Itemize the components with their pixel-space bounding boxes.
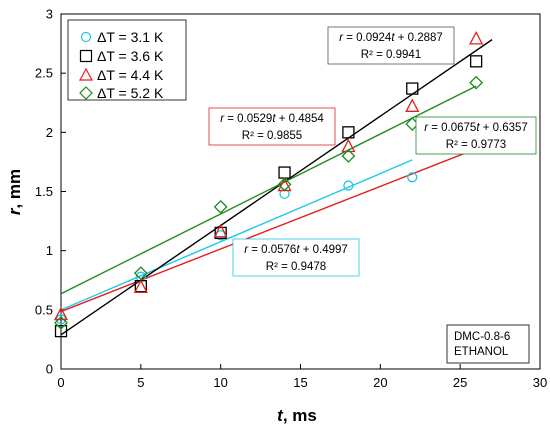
sample-annotation: DMC-0.8-6 ETHANOL	[446, 324, 530, 364]
fit-r2-text: R² = 0.9855	[242, 130, 302, 142]
data-point-circle	[343, 180, 354, 191]
equation-box	[208, 107, 336, 146]
data-point-circle	[279, 188, 290, 200]
x-axis-var: t	[277, 406, 284, 425]
legend-item-4-4k: ΔT = 4.4 K	[78, 67, 164, 83]
data-point-diamond	[54, 315, 68, 330]
data-point-triangle	[469, 30, 484, 45]
data-point-diamond	[277, 177, 292, 192]
fit-equation-text: r = 0.0576t + 0.4997	[244, 244, 348, 256]
y-tick-label: 1.5	[35, 184, 53, 199]
data-point-triangle	[405, 98, 420, 112]
data-point-triangle	[213, 223, 228, 238]
data-point-square	[278, 166, 291, 179]
data-point-diamond	[133, 266, 148, 281]
legend-item-5-2k: ΔT = 5.2 K	[79, 85, 164, 101]
y-tick-label: 0.5	[35, 302, 53, 317]
legend-item-3-1k: ΔT = 3.1 K	[80, 29, 164, 45]
fit-line-circle	[60, 159, 413, 311]
equation-box	[232, 238, 360, 277]
legend-marker-triangle	[78, 67, 94, 81]
sample-line-2: ETHANOL	[454, 346, 509, 358]
fit-equation-4-4k: r = 0.0529t + 0.4854 R² = 0.9855	[208, 107, 336, 146]
y-tick-label: 1	[46, 243, 53, 258]
legend-label: ΔT = 5.2 K	[97, 85, 164, 101]
data-point-square	[214, 226, 227, 240]
y-axis-unit: , mm	[5, 169, 24, 209]
y-tick-label: 2.5	[35, 66, 53, 81]
data-point-square	[469, 55, 483, 68]
x-tick-label: 10	[213, 375, 227, 390]
axis-ticks: 0 5 10 15 20 25 30 0 0.5 1 1.5 2 2.5 3	[35, 7, 547, 391]
data-point-triangle	[133, 279, 148, 294]
legend-label: ΔT = 3.6 K	[97, 48, 164, 64]
fit-equation-text: r = 0.0924t + 0.2887	[339, 32, 443, 44]
legend-box	[67, 19, 187, 101]
x-tick-label: 25	[453, 375, 467, 390]
sample-line-1: DMC-0.8-6	[454, 331, 510, 343]
y-tick-label: 3	[46, 7, 53, 22]
x-axis-unit: , ms	[283, 406, 317, 425]
legend-item-3-6k: ΔT = 3.6 K	[79, 48, 164, 64]
fit-lines	[60, 39, 493, 336]
legend-label: ΔT = 4.4 K	[97, 67, 164, 83]
fit-equation-5-2k: r = 0.0675t + 0.6357 R² = 0.9773	[415, 116, 537, 155]
fit-line-diamond	[60, 85, 477, 295]
x-axis-title: t, ms	[277, 406, 317, 425]
x-tick-label: 0	[57, 375, 64, 390]
data-point-square	[54, 324, 68, 338]
equation-box	[415, 116, 537, 155]
fit-equation-text: r = 0.0529t + 0.4854	[220, 113, 324, 125]
y-tick-label: 2	[46, 125, 53, 140]
y-axis-var: r	[5, 207, 24, 215]
fit-line-square	[60, 39, 493, 336]
fit-equation-3-1k: r = 0.0576t + 0.4997 R² = 0.9478	[232, 238, 360, 277]
data-point-circle	[215, 230, 226, 241]
sample-box	[446, 324, 530, 364]
fit-equation-text: r = 0.0675t + 0.6357	[424, 122, 528, 134]
fit-line-triangle	[60, 141, 493, 313]
data-point-triangle	[53, 306, 69, 321]
y-axis-title: r, mm	[5, 169, 24, 215]
data-markers	[53, 30, 484, 338]
equation-box	[327, 26, 455, 65]
fit-equation-3-6k: r = 0.0924t + 0.2887 R² = 0.9941	[327, 26, 455, 65]
data-point-square	[406, 82, 419, 95]
data-point-diamond	[341, 149, 356, 163]
x-tick-label: 30	[533, 375, 547, 390]
y-tick-label: 0	[46, 362, 53, 377]
fit-r2-text: R² = 0.9478	[266, 261, 326, 273]
data-point-square	[342, 126, 355, 139]
fit-r2-text: R² = 0.9941	[361, 49, 421, 61]
legend-marker-diamond	[79, 86, 93, 100]
data-point-triangle	[341, 138, 356, 153]
data-point-circle	[407, 172, 418, 183]
x-tick-label: 15	[293, 375, 307, 390]
legend-marker-circle	[80, 31, 92, 43]
fit-r2-text: R² = 0.9773	[446, 139, 506, 151]
x-tick-label: 20	[373, 375, 387, 390]
legend-label: ΔT = 3.1 K	[97, 29, 164, 45]
legend-marker-square	[79, 49, 93, 63]
legend: ΔT = 3.1 K ΔT = 3.6 K ΔT = 4.4 K ΔT = 5.…	[67, 19, 187, 101]
x-tick-label: 5	[137, 375, 144, 390]
data-point-diamond	[469, 75, 484, 90]
data-point-diamond	[213, 199, 228, 214]
